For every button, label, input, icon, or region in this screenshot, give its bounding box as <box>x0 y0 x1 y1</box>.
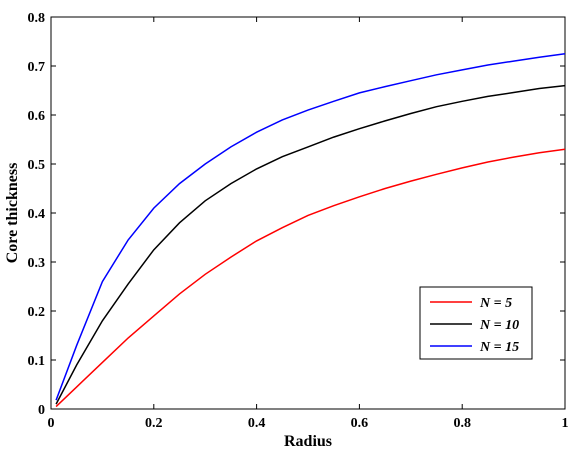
series-line-2 <box>55 84 566 405</box>
y-tick-label: 0.7 <box>28 60 46 75</box>
y-tick-label: 0.8 <box>28 11 46 26</box>
x-tick-label: 0.6 <box>351 416 369 431</box>
x-tick-label: 0 <box>48 416 55 431</box>
legend-label-2: N = 10 <box>479 318 519 333</box>
y-tick-label: 0.2 <box>28 305 46 320</box>
x-tick-label: 0.2 <box>145 416 163 431</box>
x-tick-label: 1 <box>562 416 569 431</box>
legend-label-1: N = 5 <box>479 296 512 311</box>
legend-label-3: N = 15 <box>479 340 519 355</box>
x-tick-label: 0.8 <box>453 416 471 431</box>
y-tick-label: 0.1 <box>28 354 46 369</box>
y-axis-label: Core thickness <box>4 163 21 264</box>
series-lines <box>55 53 566 408</box>
x-axis-ticks: 0 0.2 0.4 0.6 0.8 1 <box>48 17 569 431</box>
x-tick-label: 0.4 <box>248 416 266 431</box>
y-tick-label: 0.5 <box>28 158 46 173</box>
series-line-3 <box>55 53 566 401</box>
legend: N = 5 N = 10 N = 15 <box>419 286 533 360</box>
y-axis-ticks: 0 0.1 0.2 0.3 0.4 0.5 0.6 0.7 0.8 <box>28 11 565 418</box>
y-tick-label: 0.3 <box>28 256 46 271</box>
y-tick-label: 0 <box>38 403 45 418</box>
series-line-1 <box>55 148 566 408</box>
x-axis-label: Radius <box>284 433 332 450</box>
legend-box <box>419 286 533 360</box>
y-tick-label: 0.6 <box>28 109 46 124</box>
y-tick-label: 0.4 <box>28 207 46 222</box>
